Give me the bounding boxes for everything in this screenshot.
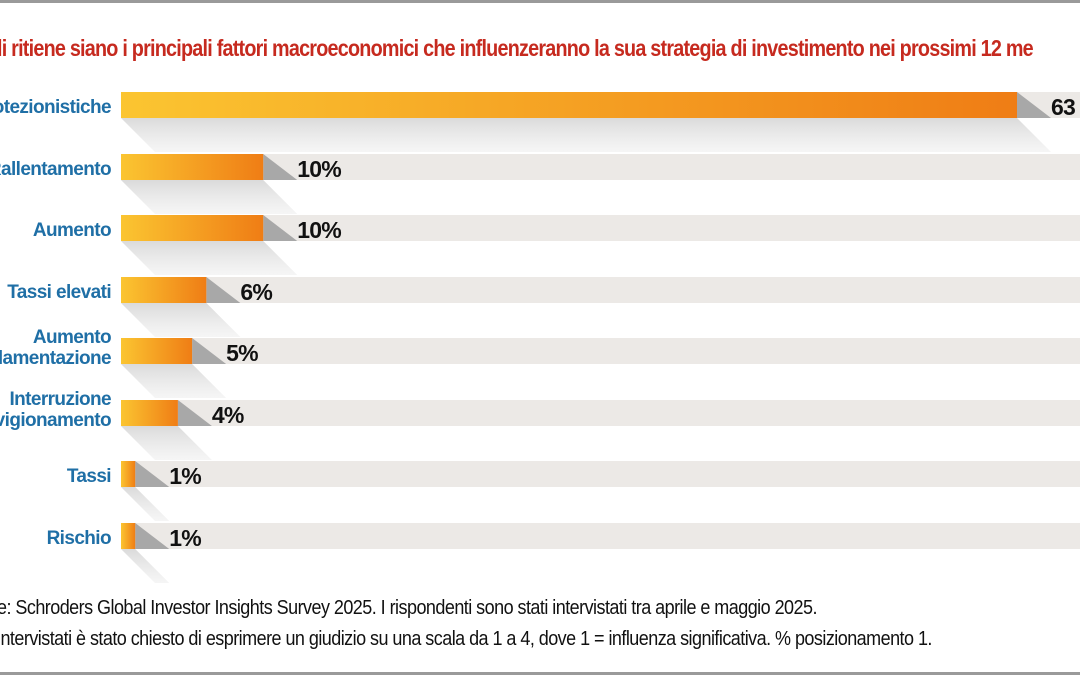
value-label: 1% (169, 525, 201, 551)
bar (121, 277, 207, 303)
category-label: Tassi (67, 466, 111, 487)
bar-group: 5% Aumentogolamentazione (0, 327, 1080, 398)
bars-layer: 63 protezionistiche 10% Rallentamento 10% Aum… (0, 92, 1080, 583)
category-label: Rischio (47, 528, 111, 549)
top-rule (0, 0, 1080, 3)
value-label: 1% (169, 463, 201, 489)
category-label-line: Interruzione (9, 389, 111, 410)
value-label: 63 (1051, 94, 1075, 120)
bar-shadow (121, 549, 170, 583)
value-label: 10% (297, 156, 341, 182)
value-label: 5% (226, 340, 258, 366)
bar-track (121, 461, 1080, 487)
bar-end-shadow (192, 338, 227, 364)
bar-end-shadow (206, 277, 241, 303)
bar (121, 461, 136, 487)
bar-track (121, 400, 1080, 426)
bar-track (121, 338, 1080, 364)
bar-end-shadow (263, 215, 298, 241)
value-label: 6% (240, 279, 272, 305)
bar (121, 523, 136, 549)
method-footnote: intervistati è stato chiesto di esprimer… (0, 628, 932, 650)
bar-track (121, 523, 1080, 549)
bar-group: 10% Aumento (33, 215, 1080, 275)
bar-end-shadow (263, 154, 298, 180)
bar-end-shadow (135, 523, 170, 549)
category-label: Rallentamento (0, 159, 111, 180)
bar-group: 63 protezionistiche (0, 92, 1080, 152)
bar-end-shadow (177, 400, 212, 426)
bar-group: 1% Tassi (67, 461, 1080, 521)
bar-group: 4% Interruzionevvigionamento (0, 389, 1080, 460)
value-label: 4% (212, 402, 244, 428)
bar-shadow (121, 241, 298, 275)
bar (121, 154, 264, 180)
bar (121, 338, 193, 364)
bar-group: 6% Tassi elevati (7, 277, 1080, 337)
category-label: Aumento (33, 220, 111, 241)
value-label: 10% (297, 217, 341, 243)
bar-end-shadow (135, 461, 170, 487)
chart-title: li ritiene siano i principali fattori ma… (0, 35, 1034, 61)
category-label-line: Aumento (33, 327, 111, 348)
category-label-line: golamentazione (0, 348, 111, 369)
bar-group: 1% Rischio (47, 523, 1080, 583)
bar-shadow (121, 303, 241, 337)
bar (121, 92, 1017, 118)
category-label: Tassi elevati (7, 282, 111, 303)
category-label: protezionistiche (0, 97, 111, 118)
bar-shadow (121, 487, 170, 521)
bar-track (121, 277, 1080, 303)
bar-shadow (121, 180, 298, 214)
bar-end-shadow (1017, 92, 1051, 118)
bar-group: 10% Rallentamento (0, 154, 1080, 214)
bar-shadow (121, 426, 212, 460)
bar-shadow (121, 118, 1051, 152)
category-label-line: vvigionamento (0, 410, 111, 431)
bar (121, 400, 178, 426)
bar (121, 215, 264, 241)
bar-shadow (121, 364, 227, 398)
source-footnote: e: Schroders Global Investor Insights Su… (0, 597, 817, 619)
bottom-rule (0, 672, 1080, 675)
